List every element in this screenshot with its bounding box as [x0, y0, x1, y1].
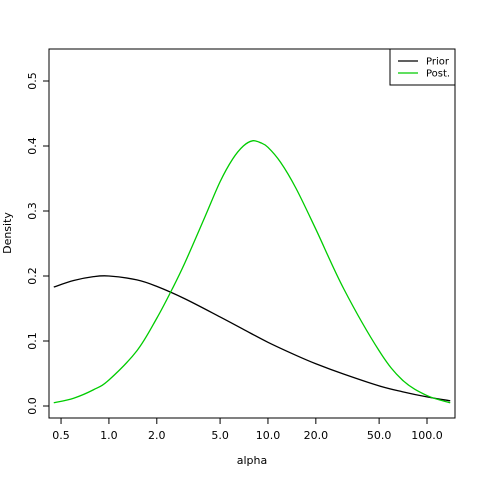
legend-label: Post. — [426, 69, 450, 80]
legend-label: Prior — [426, 57, 450, 68]
x-tick-label: 2.0 — [148, 429, 166, 442]
y-tick-label: 0.0 — [26, 397, 39, 415]
legend-box — [389, 48, 456, 86]
x-axis-title: alpha — [237, 454, 268, 467]
series-layer — [53, 140, 451, 404]
x-tick-label: 1.0 — [100, 429, 118, 442]
y-tick-label: 0.5 — [26, 72, 39, 90]
y-axis-title: Density — [1, 212, 14, 254]
y-axis: 0.0 0.1 0.2 0.3 0.4 0.5 — [26, 72, 49, 415]
series-line-post — [53, 140, 451, 404]
y-tick-label: 0.1 — [26, 332, 39, 350]
x-tick-label: 50.0 — [367, 429, 392, 442]
x-tick-label: 0.5 — [52, 429, 70, 442]
y-tick-label: 0.2 — [26, 267, 39, 285]
x-tick-label: 5.0 — [211, 429, 229, 442]
plot-box — [48, 48, 456, 419]
y-tick-label: 0.4 — [26, 137, 39, 155]
x-axis: 0.5 1.0 2.0 5.0 10.0 20.0 50.0 100.0 — [52, 418, 443, 442]
y-tick-label: 0.3 — [26, 202, 39, 220]
x-tick-label: 10.0 — [256, 429, 281, 442]
x-tick-label: 100.0 — [411, 429, 443, 442]
x-tick-label: 20.0 — [304, 429, 329, 442]
series-line-prior — [53, 275, 451, 402]
